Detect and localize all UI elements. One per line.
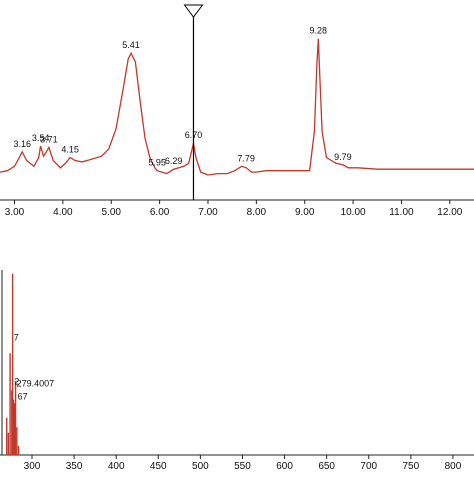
peak-label: 3.54 bbox=[32, 133, 50, 143]
x-tick-label: 4.00 bbox=[53, 207, 73, 218]
x-tick-label: 800 bbox=[445, 461, 462, 472]
x-tick-label: 650 bbox=[318, 461, 335, 472]
peak-label: 7 bbox=[14, 332, 19, 342]
time-marker-triangle-icon bbox=[183, 4, 204, 18]
x-tick-label: 550 bbox=[234, 461, 251, 472]
peak-label: 5.41 bbox=[122, 40, 140, 50]
x-tick-label: 5.00 bbox=[102, 207, 122, 218]
peak-label: 9.28 bbox=[309, 26, 327, 36]
x-tick-label: 6.00 bbox=[150, 207, 170, 218]
peak-label: 67 bbox=[18, 392, 28, 402]
x-tick-label: 10.00 bbox=[341, 207, 366, 218]
peak-label: 3.16 bbox=[13, 139, 31, 149]
peak-label: 2 bbox=[14, 377, 19, 387]
peak-label: 9.79 bbox=[334, 152, 352, 162]
peak-label: 3.71 bbox=[40, 134, 58, 144]
x-tick-label: 11.00 bbox=[389, 207, 414, 218]
x-tick-label: 500 bbox=[192, 461, 209, 472]
x-tick-label: 750 bbox=[403, 461, 420, 472]
chromatogram-plot: 3.00 4.00 5.00 6.00 7.00 8.00 9.00 10.00 11.00 12… bbox=[0, 4, 474, 218]
x-tick-label: 7.00 bbox=[198, 207, 218, 218]
x-tick-label: 3.00 bbox=[5, 207, 25, 218]
peak-label: 7.79 bbox=[237, 153, 255, 163]
x-tick-label: 600 bbox=[276, 461, 293, 472]
x-tick-label: 700 bbox=[360, 461, 377, 472]
mass-spectrum-plot: 300 350 400 450 500 550 600 650 700 750 800 7 2279.4… bbox=[0, 270, 474, 472]
peak-label: 4.15 bbox=[61, 145, 79, 155]
x-tick-label: 400 bbox=[108, 461, 125, 472]
x-tick-label: 12.00 bbox=[437, 207, 462, 218]
peak-label: 5.95 bbox=[148, 158, 166, 168]
x-tick-label: 300 bbox=[24, 461, 41, 472]
chromatogram-trace bbox=[0, 38, 474, 176]
x-tick-label: 350 bbox=[66, 461, 83, 472]
x-tick-label: 9.00 bbox=[295, 207, 315, 218]
peak-label: 279.4007 bbox=[17, 379, 55, 389]
peak-label: 6.29 bbox=[165, 156, 183, 166]
x-tick-label: 8.00 bbox=[247, 207, 267, 218]
x-tick-label: 450 bbox=[150, 461, 167, 472]
peak-label: 6.70 bbox=[185, 130, 203, 140]
